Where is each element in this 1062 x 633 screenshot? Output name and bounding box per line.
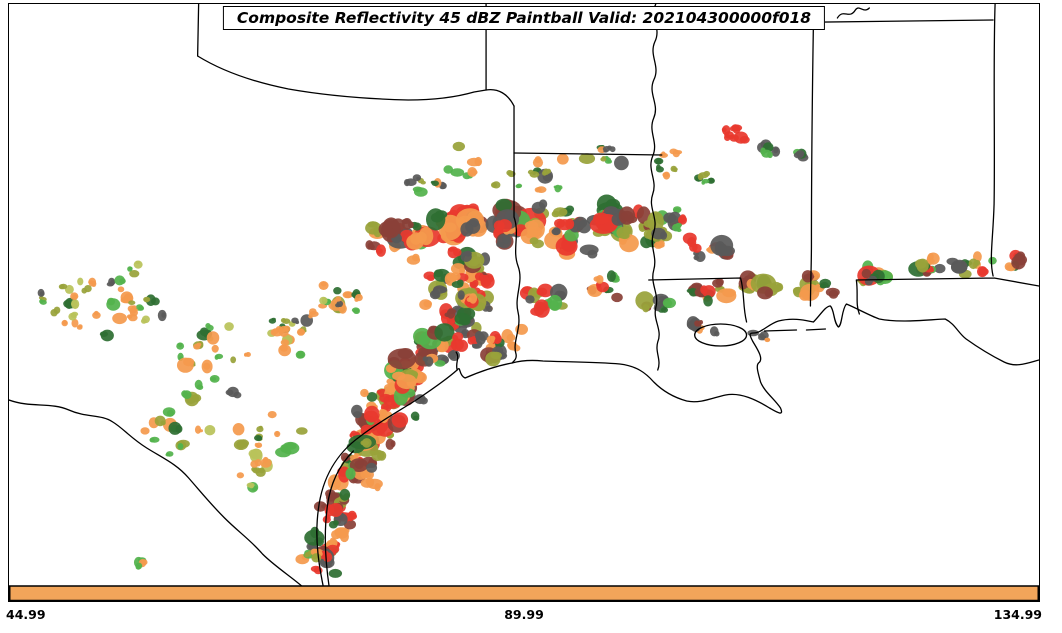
texas-panhandle-border <box>196 4 200 57</box>
alabama-florida-border <box>855 277 1039 315</box>
x-tick-center: 89.99 <box>504 607 544 622</box>
tennessee-river-squiggle <box>836 7 870 19</box>
map-canvas <box>9 4 1039 601</box>
mississippi-coast-islands <box>763 328 827 332</box>
lake-pontchartrain <box>694 323 748 347</box>
texas-oklahoma-red-river <box>196 55 515 107</box>
paintball-blobs <box>37 124 1028 578</box>
mississippi-river <box>650 4 660 371</box>
alabama-georgia-border <box>990 4 996 277</box>
laguna-madre-barrier-island <box>324 450 354 601</box>
x-tick-left: 44.99 <box>6 607 46 622</box>
louisiana-mississippi-border <box>648 277 748 323</box>
texas-louisiana-border <box>511 152 521 364</box>
state-borders <box>9 4 1039 601</box>
x-tick-right: 134.99 <box>993 607 1042 622</box>
map-frame: Composite Reflectivity 45 dBZ Paintball … <box>8 3 1040 602</box>
rio-grande-border <box>9 399 323 601</box>
arkansas-louisiana-border <box>513 152 663 156</box>
galveston-bay <box>455 351 459 371</box>
plot-title: Composite Reflectivity 45 dBZ Paintball … <box>222 6 826 30</box>
mississippi-alabama-border <box>809 21 815 307</box>
highlight-bar <box>9 585 1039 601</box>
